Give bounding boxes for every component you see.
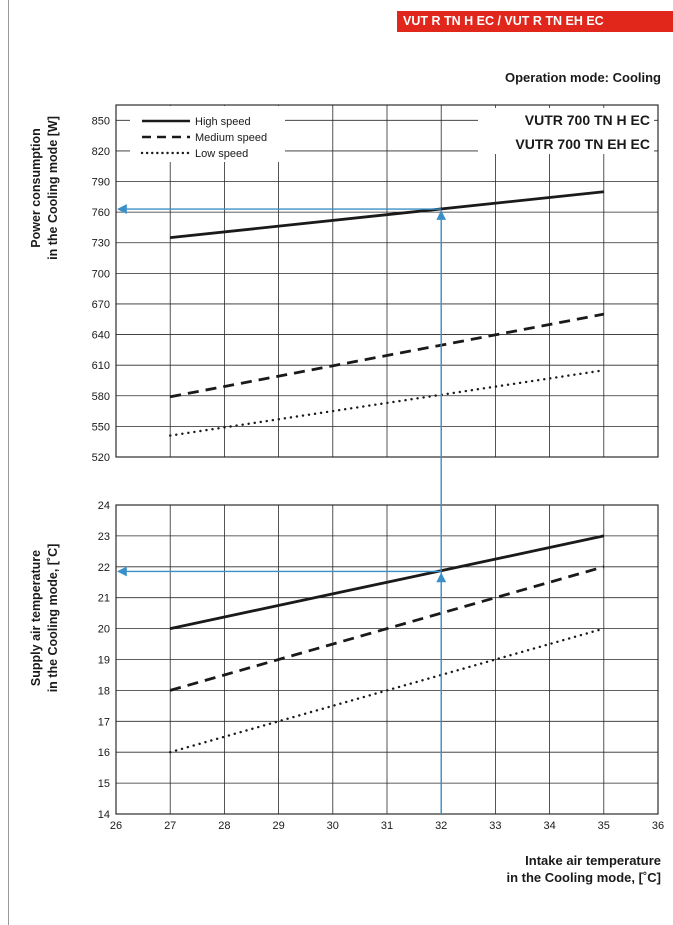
top-y-tick-label-610: 610 bbox=[92, 360, 110, 372]
top-y-tick-label-520: 520 bbox=[92, 452, 110, 464]
bottom-y-tick-label-15: 15 bbox=[98, 778, 110, 790]
top-series-dashed bbox=[169, 312, 605, 399]
bottom-y-tick-label-24: 24 bbox=[98, 500, 110, 512]
top-y-axis-label-line1: Power consumption bbox=[29, 128, 43, 247]
x-tick-label-28: 28 bbox=[218, 820, 230, 832]
supply-air-temperature-chart: 26 27 28 29 30 31 32 33 34 35 36 14 15 16 17 18 19 20 21 22… bbox=[98, 500, 664, 832]
top-series-dotted bbox=[168, 369, 605, 437]
model-label-eh: VUTR 700 TN EH EC bbox=[515, 136, 650, 152]
x-tick-label-34: 34 bbox=[543, 820, 555, 832]
top-y-tick-label-700: 700 bbox=[92, 268, 110, 280]
x-axis-label-line2: in the Cooling mode, [˚C] bbox=[506, 870, 661, 885]
top-y-tick-label-850: 850 bbox=[92, 115, 110, 127]
top-y-axis-label-line2: in the Cooling mode [W] bbox=[46, 116, 60, 260]
bottom-y-tick-label-19: 19 bbox=[98, 655, 110, 667]
top-plot-frame bbox=[115, 104, 659, 458]
top-y-tick-label-820: 820 bbox=[92, 146, 110, 158]
legend-entry-low: Low speed bbox=[195, 148, 248, 160]
top-y-tick-label-550: 550 bbox=[92, 421, 110, 433]
top-y-tick-label-670: 670 bbox=[92, 299, 110, 311]
x-tick-label-30: 30 bbox=[327, 820, 339, 832]
x-tick-label-31: 31 bbox=[381, 820, 393, 832]
bottom-y-axis-label-line1: Supply air temperature bbox=[29, 550, 43, 686]
x-tick-label-33: 33 bbox=[489, 820, 501, 832]
model-label-background bbox=[478, 108, 654, 154]
bottom-y-tick-label-17: 17 bbox=[98, 716, 110, 728]
x-axis-label: Intake air temperature in the Cooling mo… bbox=[506, 852, 661, 886]
power-consumption-chart: 520 550 580 610 640 670 700 730 760 790 820 850 bbox=[92, 104, 659, 464]
x-tick-label-26: 26 bbox=[110, 820, 122, 832]
bottom-y-tick-label-14: 14 bbox=[98, 809, 110, 821]
header-badge: VUT R TN H EC / VUT R TN EH EC bbox=[397, 11, 673, 32]
top-y-tick-label-760: 760 bbox=[92, 207, 110, 219]
bottom-y-tick-label-23: 23 bbox=[98, 531, 110, 543]
bottom-series-solid bbox=[169, 534, 605, 630]
bottom-series-dotted bbox=[168, 627, 605, 754]
x-tick-label-35: 35 bbox=[598, 820, 610, 832]
top-series-solid bbox=[170, 190, 604, 240]
guide-arrows bbox=[117, 204, 447, 814]
legend: High speed Medium speed Low speed bbox=[130, 106, 285, 162]
x-tick-label-29: 29 bbox=[272, 820, 284, 832]
top-y-tick-label-580: 580 bbox=[92, 391, 110, 403]
bottom-plot-frame bbox=[115, 504, 659, 815]
x-tick-label-27: 27 bbox=[164, 820, 176, 832]
x-tick-label-32: 32 bbox=[435, 820, 447, 832]
legend-entry-high: High speed bbox=[195, 116, 251, 128]
bottom-y-tick-label-20: 20 bbox=[98, 624, 110, 636]
top-y-tick-label-790: 790 bbox=[92, 177, 110, 189]
bottom-y-axis-label-line2: in the Cooling mode, [˚C] bbox=[46, 544, 60, 693]
x-tick-label-36: 36 bbox=[652, 820, 664, 832]
page-left-rule bbox=[8, 0, 9, 925]
operation-mode-label: Operation mode: Cooling bbox=[505, 70, 661, 85]
bottom-y-tick-label-21: 21 bbox=[98, 593, 110, 605]
top-y-tick-label-730: 730 bbox=[92, 238, 110, 250]
legend-entry-medium: Medium speed bbox=[195, 132, 267, 144]
x-axis-label-line1: Intake air temperature bbox=[525, 853, 661, 868]
model-labels: VUTR 700 TN H EC VUTR 700 TN EH EC bbox=[478, 108, 654, 154]
bottom-series-dashed bbox=[169, 565, 605, 692]
model-label-h: VUTR 700 TN H EC bbox=[525, 112, 650, 128]
top-y-tick-label-640: 640 bbox=[92, 330, 110, 342]
bottom-y-tick-label-22: 22 bbox=[98, 562, 110, 574]
bottom-y-tick-label-16: 16 bbox=[98, 747, 110, 759]
bottom-y-tick-label-18: 18 bbox=[98, 685, 110, 697]
legend-background bbox=[130, 106, 285, 162]
